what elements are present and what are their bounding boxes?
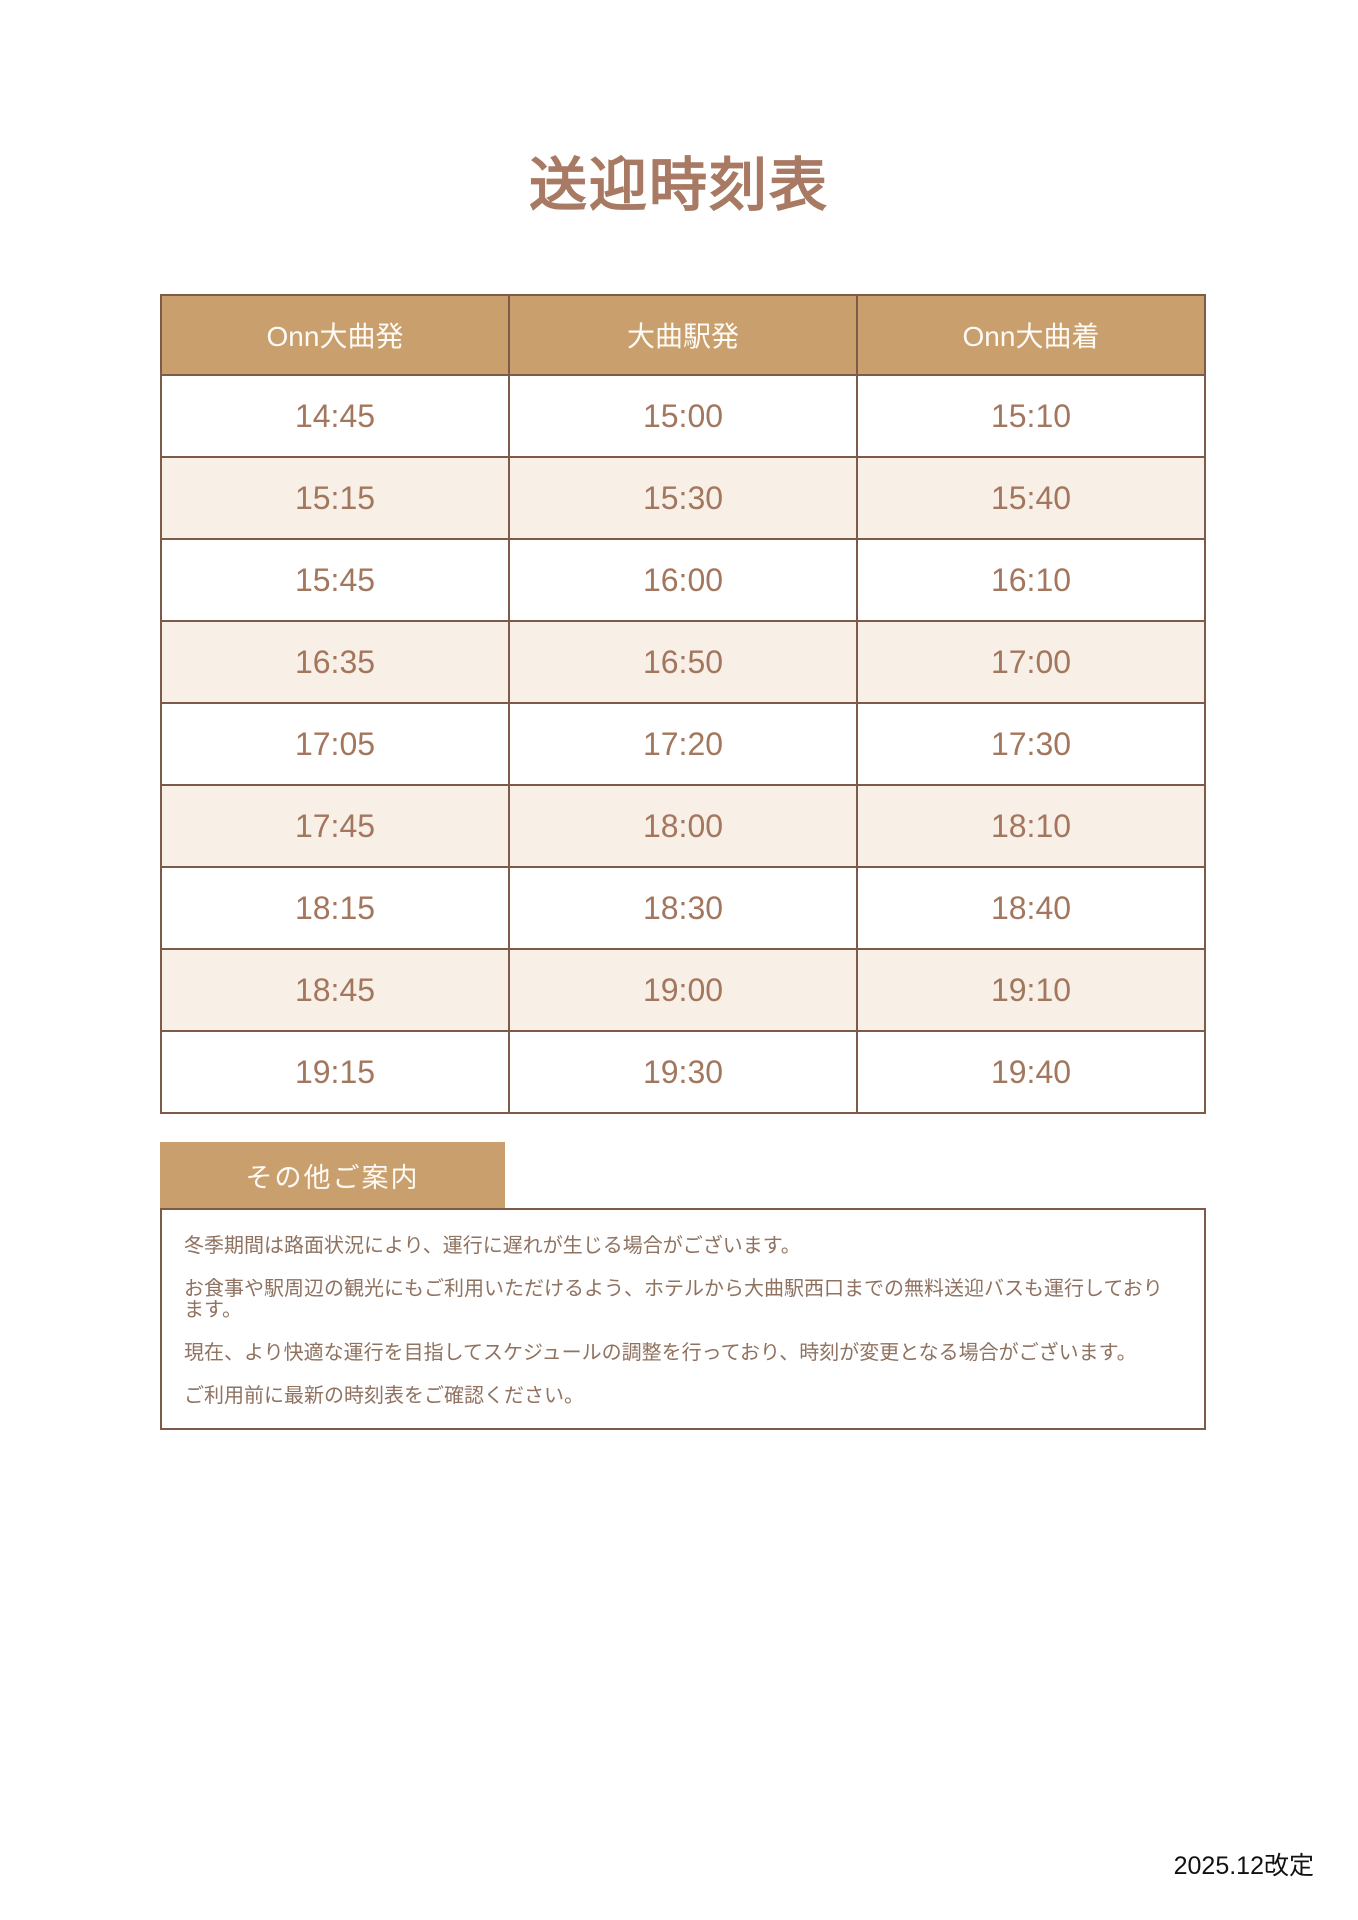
timetable-header: Onn大曲発 大曲駅発 Onn大曲着 [160, 294, 1206, 376]
column-header-onn-omagari-arrival: Onn大曲着 [856, 294, 1206, 376]
column-header-onn-omagari-departure: Onn大曲発 [160, 294, 510, 376]
time-cell: 16:00 [508, 538, 858, 622]
time-cell: 19:40 [856, 1030, 1206, 1114]
time-cell: 16:50 [508, 620, 858, 704]
notice-box: 冬季期間は路面状況により、運行に遅れが生じる場合がございます。 お食事や駅周辺の… [160, 1208, 1206, 1430]
table-row: 19:15 19:30 19:40 [160, 1030, 1206, 1114]
table-row: 18:45 19:00 19:10 [160, 948, 1206, 1032]
notice-line: 現在、より快適な運行を目指してスケジュールの調整を行っており、時刻が変更となる場… [184, 1342, 1137, 1364]
time-cell: 17:00 [856, 620, 1206, 704]
page-title: 送迎時刻表 [528, 153, 829, 218]
header-row: Onn大曲発 大曲駅発 Onn大曲着 [160, 294, 1206, 376]
time-cell: 15:40 [856, 456, 1206, 540]
table-row: 18:15 18:30 18:40 [160, 866, 1206, 950]
time-cell: 15:45 [160, 538, 510, 622]
notice-line: 冬季期間は路面状況により、運行に遅れが生じる場合がございます。 [184, 1235, 801, 1257]
time-cell: 19:00 [508, 948, 858, 1032]
time-cell: 15:00 [508, 374, 858, 458]
time-cell: 19:30 [508, 1030, 858, 1114]
time-cell: 17:45 [160, 784, 510, 868]
time-cell: 19:15 [160, 1030, 510, 1114]
time-cell: 14:45 [160, 374, 510, 458]
time-cell: 18:40 [856, 866, 1206, 950]
notice-line: ご利用前に最新の時刻表をご確認ください。 [184, 1385, 584, 1407]
revision-note: 2025.12改定 [1173, 1852, 1314, 1880]
time-cell: 15:30 [508, 456, 858, 540]
time-cell: 18:30 [508, 866, 858, 950]
table-row: 16:35 16:50 17:00 [160, 620, 1206, 704]
table-row: 15:15 15:30 15:40 [160, 456, 1206, 540]
table-row: 15:45 16:00 16:10 [160, 538, 1206, 622]
table-row: 17:05 17:20 17:30 [160, 702, 1206, 786]
time-cell: 18:00 [508, 784, 858, 868]
time-cell: 18:45 [160, 948, 510, 1032]
time-cell: 18:10 [856, 784, 1206, 868]
time-cell: 17:05 [160, 702, 510, 786]
time-cell: 18:15 [160, 866, 510, 950]
time-cell: 16:35 [160, 620, 510, 704]
notice-heading: その他ご案内 [160, 1142, 505, 1208]
time-cell: 17:30 [856, 702, 1206, 786]
notice-line: お食事や駅周辺の観光にもご利用いただけるよう、ホテルから大曲駅西口までの無料送迎… [184, 1278, 1163, 1321]
table-row: 17:45 18:00 18:10 [160, 784, 1206, 868]
column-header-omagari-station-departure: 大曲駅発 [508, 294, 858, 376]
time-cell: 16:10 [856, 538, 1206, 622]
time-cell: 17:20 [508, 702, 858, 786]
time-cell: 15:10 [856, 374, 1206, 458]
shuttle-timetable: Onn大曲発 大曲駅発 Onn大曲着 14:45 15:00 15:10 15:… [160, 294, 1206, 1114]
time-cell: 15:15 [160, 456, 510, 540]
time-cell: 19:10 [856, 948, 1206, 1032]
timetable-body: 14:45 15:00 15:10 15:15 15:30 15:40 15:4… [160, 374, 1206, 1114]
table-row: 14:45 15:00 15:10 [160, 374, 1206, 458]
